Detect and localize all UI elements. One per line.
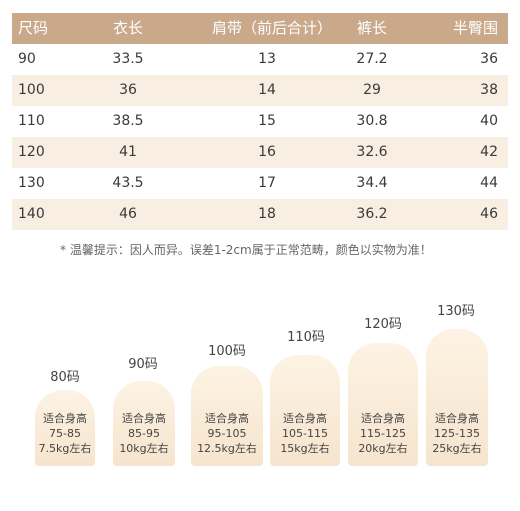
cell-hip: 40 bbox=[480, 113, 498, 129]
cell-size: 100 bbox=[18, 82, 45, 98]
cell-length: 46 bbox=[119, 206, 137, 222]
cell-pants-length: 34.4 bbox=[356, 175, 388, 191]
size-label: 100码 bbox=[208, 344, 246, 359]
table-row: 140 46 18 36.2 46 bbox=[12, 199, 508, 230]
height-range: 95-105 bbox=[207, 427, 247, 440]
size-card: 适合身高 115-125 20kg左右 bbox=[348, 343, 418, 466]
height-range: 85-95 bbox=[128, 427, 160, 440]
header-hip: 半臀围 bbox=[452, 19, 498, 37]
cell-strap: 13 bbox=[258, 51, 276, 67]
cell-length: 33.5 bbox=[112, 51, 144, 67]
cell-strap: 16 bbox=[258, 144, 276, 160]
height-range: 125-135 bbox=[434, 427, 480, 440]
fit-label: 适合身高 bbox=[435, 412, 479, 425]
fit-label: 适合身高 bbox=[361, 412, 405, 425]
height-range: 75-85 bbox=[49, 427, 81, 440]
size-card: 适合身高 75-85 7.5kg左右 bbox=[35, 390, 95, 466]
cell-size: 110 bbox=[18, 113, 45, 129]
weight-range: 12.5kg左右 bbox=[197, 442, 257, 455]
table-row: 110 38.5 15 30.8 40 bbox=[12, 106, 508, 137]
cell-pants-length: 36.2 bbox=[356, 206, 388, 222]
cell-pants-length: 29 bbox=[363, 82, 381, 98]
weight-range: 20kg左右 bbox=[358, 442, 408, 455]
header-size: 尺码 bbox=[18, 19, 49, 37]
size-card: 适合身高 105-115 15kg左右 bbox=[270, 355, 340, 466]
cell-strap: 14 bbox=[258, 82, 276, 98]
cell-strap: 17 bbox=[258, 175, 276, 191]
size-card: 适合身高 95-105 12.5kg左右 bbox=[191, 366, 263, 466]
size-label: 80码 bbox=[50, 370, 80, 385]
table-row: 100 36 14 29 38 bbox=[12, 75, 508, 106]
table-row: 130 43.5 17 34.4 44 bbox=[12, 168, 508, 199]
table-row: 90 33.5 13 27.2 36 bbox=[12, 44, 508, 75]
cell-strap: 15 bbox=[258, 113, 276, 129]
fit-label: 适合身高 bbox=[43, 412, 87, 425]
height-range: 115-125 bbox=[360, 427, 406, 440]
cell-hip: 46 bbox=[480, 206, 498, 222]
size-label: 120码 bbox=[364, 317, 402, 332]
fit-label: 适合身高 bbox=[283, 412, 327, 425]
size-card: 适合身高 125-135 25kg左右 bbox=[426, 329, 488, 466]
fit-label: 适合身高 bbox=[122, 412, 166, 425]
tip-note: * 温馨提示：因人而异。误差1-2cm属于正常范畴，颜色以实物为准！ bbox=[60, 243, 432, 257]
size-card: 适合身高 85-95 10kg左右 bbox=[113, 381, 175, 466]
weight-range: 15kg左右 bbox=[280, 442, 330, 455]
cell-size: 120 bbox=[18, 144, 45, 160]
cell-length: 36 bbox=[119, 82, 137, 98]
header-pants-length: 裤长 bbox=[356, 19, 387, 37]
weight-range: 25kg左右 bbox=[432, 442, 482, 455]
cell-strap: 18 bbox=[258, 206, 276, 222]
cell-length: 38.5 bbox=[112, 113, 144, 129]
weight-range: 10kg左右 bbox=[119, 442, 169, 455]
weight-range: 7.5kg左右 bbox=[38, 442, 92, 455]
table-header: 尺码 衣长 肩带（前后合计） 裤长 半臀围 bbox=[12, 13, 508, 44]
cell-size: 90 bbox=[18, 51, 36, 67]
cell-pants-length: 32.6 bbox=[356, 144, 388, 160]
cell-pants-length: 27.2 bbox=[356, 51, 388, 67]
size-label: 130码 bbox=[437, 304, 475, 319]
cell-hip: 42 bbox=[480, 144, 498, 160]
cell-pants-length: 30.8 bbox=[356, 113, 388, 129]
size-label: 110码 bbox=[287, 330, 325, 345]
cell-length: 41 bbox=[119, 144, 137, 160]
cell-size: 130 bbox=[18, 175, 45, 191]
header-length: 衣长 bbox=[112, 19, 143, 37]
cell-length: 43.5 bbox=[112, 175, 144, 191]
table-row: 120 41 16 32.6 42 bbox=[12, 137, 508, 168]
cell-hip: 36 bbox=[480, 51, 498, 67]
size-table: 尺码 衣长 肩带（前后合计） 裤长 半臀围 90 33.5 13 27.2 36… bbox=[12, 13, 508, 230]
header-strap: 肩带（前后合计） bbox=[211, 19, 332, 37]
size-label: 90码 bbox=[128, 357, 158, 372]
cell-size: 140 bbox=[18, 206, 45, 222]
height-range: 105-115 bbox=[282, 427, 328, 440]
cell-hip: 38 bbox=[480, 82, 498, 98]
fit-label: 适合身高 bbox=[205, 412, 249, 425]
cell-hip: 44 bbox=[480, 175, 498, 191]
